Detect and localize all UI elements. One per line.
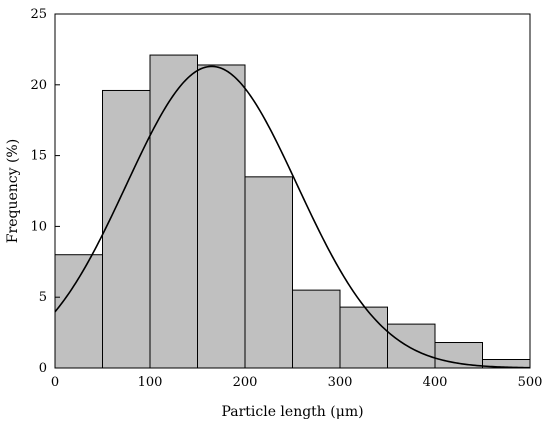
x-tick-label-500: 500: [518, 375, 543, 390]
histogram-bar-2: [102, 89, 151, 369]
histogram-bar-8: [387, 323, 436, 369]
histogram-bar-5: [244, 176, 293, 369]
y-tick-label-15: 15: [30, 149, 47, 164]
histogram-bar-4: [197, 64, 246, 369]
histogram-bar-3: [149, 54, 198, 369]
x-tick-label-400: 400: [423, 375, 448, 390]
x-tick-label-0: 0: [51, 375, 59, 390]
histogram-bar-6: [292, 289, 341, 369]
y-tick-label-20: 20: [30, 78, 47, 93]
histogram-bar-7: [339, 306, 388, 369]
normal-fit-curve: [54, 65, 531, 369]
x-tick-label-100: 100: [138, 375, 163, 390]
histogram-bar-9: [434, 342, 483, 369]
y-tick-label-25: 25: [30, 7, 47, 22]
bars-group: [54, 54, 531, 369]
y-axis-label: Frequency (%): [5, 139, 21, 243]
x-tick-label-300: 300: [328, 375, 353, 390]
y-tick-label-0: 0: [39, 361, 47, 376]
y-tick-label-10: 10: [30, 219, 47, 234]
x-axis-label: Particle length (μm): [221, 404, 363, 420]
histogram-bar-1: [54, 254, 103, 369]
y-tick-label-5: 5: [39, 290, 47, 305]
y-axis: 0 5 10 15 20 25: [30, 7, 60, 376]
x-axis: 0 100 200 300 400 500: [51, 363, 543, 390]
x-tick-label-200: 200: [233, 375, 258, 390]
